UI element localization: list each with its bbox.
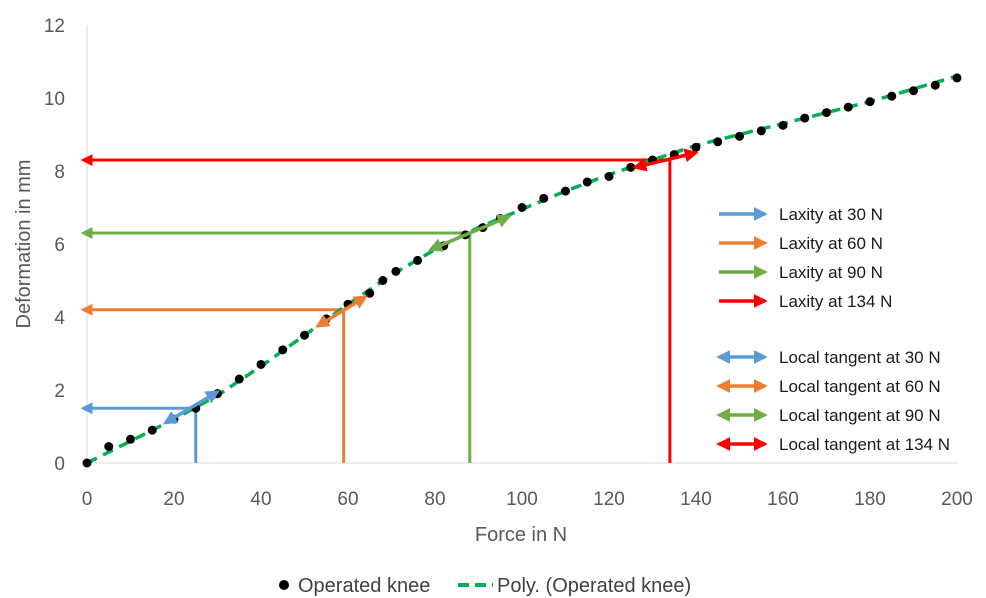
y-tick-label: 0 [54,454,65,475]
x-tick-label: 140 [680,489,712,510]
data-point [800,113,810,123]
data-point [300,330,309,340]
x-tick-label: 80 [424,489,445,510]
data-point [104,442,114,452]
x-tick-label: 200 [941,489,973,510]
y-tick-label: 2 [54,381,65,402]
data-point [413,255,423,265]
x-axis-title: Force in N [475,524,567,546]
data-point [735,131,744,141]
x-tick-label: 120 [593,489,625,510]
data-point [865,97,875,107]
data-point [952,73,962,83]
legend-label: Laxity at 90 N [779,263,883,282]
tangent-arrow [162,390,220,425]
tangent-arrow [315,295,368,328]
x-tick-label: 60 [337,489,358,510]
tangent-arrows [162,148,699,425]
x-tick-label: 180 [854,489,886,510]
tangent-arrow [632,148,699,172]
data-points [82,73,962,468]
data-point [887,91,897,101]
data-point [391,266,401,276]
data-point [147,425,157,435]
legend-label: Local tangent at 90 N [779,406,941,425]
data-point [778,120,788,130]
data-point [713,137,723,147]
x-tick-label: 40 [250,489,271,510]
legend-bottom: Operated knee Poly. (Operated knee) [279,575,691,597]
y-tick-label: 4 [54,308,65,329]
x-tick-label: 100 [506,489,538,510]
data-point [930,80,940,90]
data-point [691,142,701,152]
data-point [365,288,375,298]
legend-label: Laxity at 134 N [779,292,892,311]
y-tick-label: 12 [44,16,65,37]
legend-label: Laxity at 60 N [779,234,883,253]
data-point [822,108,831,118]
data-point [582,177,592,187]
legend-label: Local tangent at 30 N [779,348,941,367]
x-tick-label: 0 [82,489,93,510]
x-tick-label: 20 [163,489,184,510]
data-point [909,86,918,96]
data-point [561,186,570,196]
y-tick-label: 6 [54,235,65,256]
data-point [843,102,853,112]
y-tick-label: 8 [54,162,65,183]
data-point [378,276,388,285]
y-axis-title: Deformation in mm [13,160,35,329]
legend-label: Operated knee [298,575,430,597]
legend-label: Poly. (Operated knee) [497,575,691,597]
data-point [756,126,766,136]
axes: 0 20 40 60 80 100 120 140 160 180 200 0 2 4 6 8 10 12 [44,16,973,510]
data-point [539,193,549,203]
data-point [82,458,92,468]
data-point [517,203,527,212]
data-point [234,374,244,384]
tangent-arrow [428,214,512,252]
legend-marker-icon [279,580,289,590]
data-point [278,345,288,355]
legend-label: Laxity at 30 N [779,205,883,224]
legend-label: Local tangent at 60 N [779,377,941,396]
data-point [126,434,135,444]
laxity-lines [80,154,672,463]
legend-label: Local tangent at 134 N [779,435,950,454]
y-tick-label: 10 [44,89,65,110]
data-point [256,359,266,369]
x-tick-label: 160 [767,489,799,510]
legend-right: Laxity at 30 N Laxity at 60 N Laxity at 90… [716,205,950,454]
data-point [626,162,636,172]
data-point [604,171,614,181]
